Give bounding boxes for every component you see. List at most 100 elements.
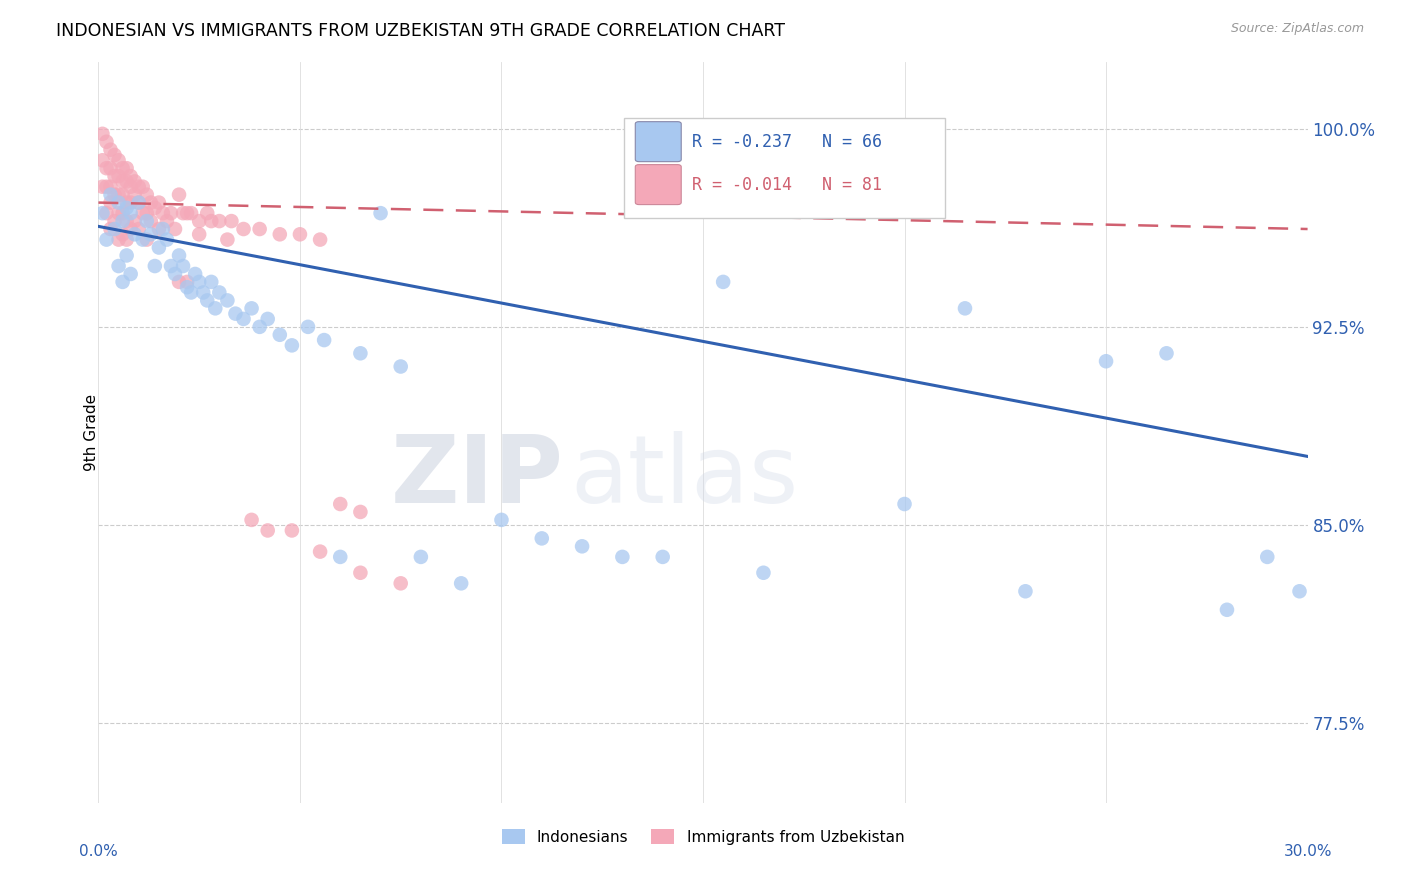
Point	[450, 576, 472, 591]
Point	[128, 179, 150, 194]
Point	[571, 539, 593, 553]
Point	[115, 195, 138, 210]
Point	[180, 206, 202, 220]
Point	[208, 214, 231, 228]
Point	[132, 233, 155, 247]
Point	[152, 206, 174, 220]
Point	[107, 259, 129, 273]
Point	[232, 222, 254, 236]
Point	[221, 214, 243, 228]
Point	[349, 346, 371, 360]
Point	[91, 179, 114, 194]
Text: 0.0%: 0.0%	[79, 844, 118, 858]
Point	[156, 214, 179, 228]
Point	[96, 206, 118, 220]
Point	[167, 248, 190, 262]
Point	[148, 195, 170, 210]
Point	[120, 222, 142, 236]
Point	[167, 187, 190, 202]
Point	[100, 187, 122, 202]
Point	[100, 143, 122, 157]
Point	[100, 195, 122, 210]
Point	[124, 227, 146, 242]
Point	[115, 201, 138, 215]
Legend: Indonesians, Immigrants from Uzbekistan: Indonesians, Immigrants from Uzbekistan	[496, 822, 910, 851]
Point	[115, 248, 138, 262]
Point	[111, 187, 134, 202]
Point	[120, 169, 142, 183]
Point	[893, 497, 915, 511]
Point	[314, 333, 336, 347]
Point	[115, 174, 138, 188]
Point	[96, 233, 118, 247]
Point	[167, 275, 190, 289]
Point	[160, 259, 183, 273]
Text: R = -0.014   N = 81: R = -0.014 N = 81	[692, 176, 882, 194]
FancyBboxPatch shape	[624, 118, 945, 218]
Point	[111, 161, 134, 176]
Point	[288, 227, 311, 242]
Point	[188, 214, 211, 228]
Point	[143, 201, 166, 215]
Point	[1256, 549, 1278, 564]
Point	[176, 280, 198, 294]
Point	[281, 338, 304, 352]
Point	[120, 179, 142, 194]
Point	[100, 179, 122, 194]
Point	[128, 222, 150, 236]
Text: INDONESIAN VS IMMIGRANTS FROM UZBEKISTAN 9TH GRADE CORRELATION CHART: INDONESIAN VS IMMIGRANTS FROM UZBEKISTAN…	[56, 22, 785, 40]
Point	[249, 222, 271, 236]
Point	[651, 549, 673, 564]
Point	[953, 301, 976, 316]
Point	[103, 148, 125, 162]
Y-axis label: 9th Grade: 9th Grade	[84, 394, 98, 471]
Point	[111, 214, 134, 228]
Point	[269, 327, 291, 342]
Point	[124, 174, 146, 188]
Point	[111, 227, 134, 242]
Point	[139, 195, 162, 210]
Point	[752, 566, 775, 580]
Point	[281, 524, 304, 538]
Point	[1288, 584, 1310, 599]
Point	[491, 513, 513, 527]
Point	[156, 233, 179, 247]
Point	[409, 549, 432, 564]
Point	[163, 267, 186, 281]
Point	[103, 214, 125, 228]
Point	[148, 240, 170, 255]
Point	[103, 169, 125, 183]
Text: 30.0%: 30.0%	[1284, 844, 1331, 858]
Point	[200, 275, 222, 289]
Point	[107, 206, 129, 220]
Point	[193, 285, 215, 300]
Point	[370, 206, 392, 220]
Point	[176, 206, 198, 220]
FancyBboxPatch shape	[636, 165, 682, 204]
Point	[139, 227, 162, 242]
Point	[128, 195, 150, 210]
Point	[107, 169, 129, 183]
Point	[163, 222, 186, 236]
Point	[249, 319, 271, 334]
Point	[349, 566, 371, 580]
Point	[188, 275, 211, 289]
Point	[200, 214, 222, 228]
Point	[96, 161, 118, 176]
Point	[124, 187, 146, 202]
Point	[389, 359, 412, 374]
Point	[329, 497, 352, 511]
Point	[160, 206, 183, 220]
Point	[329, 549, 352, 564]
Point	[256, 312, 278, 326]
Point	[389, 576, 412, 591]
Point	[309, 233, 332, 247]
Point	[132, 206, 155, 220]
Point	[128, 195, 150, 210]
Point	[172, 206, 194, 220]
Point	[120, 206, 142, 220]
Point	[711, 275, 734, 289]
Point	[91, 206, 114, 220]
Point	[148, 222, 170, 236]
Point	[256, 524, 278, 538]
